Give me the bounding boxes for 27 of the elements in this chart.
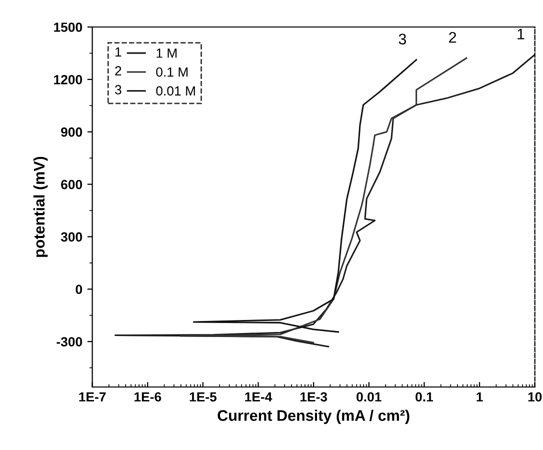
annotation: 3 (398, 34, 406, 45)
x-tick-label: 0.1 (416, 392, 434, 402)
x-tick-label: 1E-7 (79, 392, 106, 402)
x-axis-title: Current Density (mA / cm²) (218, 410, 410, 424)
legend-label: 0.1 M (156, 67, 188, 77)
y-tick-label: 600 (61, 180, 82, 190)
annotation: 2 (449, 32, 456, 43)
text: 3 (115, 85, 122, 94)
text: 2 (115, 66, 122, 76)
legend-label: 0.01 M (156, 86, 195, 96)
x-tick-label: 0.01 (356, 392, 382, 402)
annotation: 1 (518, 28, 524, 40)
y-tick-label: 900 (61, 127, 82, 137)
text: 1 (116, 47, 122, 56)
legend-label: 1 M (156, 48, 177, 58)
y-tick-label: -300 (56, 337, 82, 346)
y-tick-label: 300 (60, 232, 82, 242)
y-tick-label: 1200 (54, 74, 82, 84)
x-tick-label: 1E-6 (134, 392, 162, 402)
y-axis-title: potential (mV) (33, 156, 48, 257)
y-tick-label: 0 (76, 284, 82, 294)
x-tick-label: 1E-4 (245, 392, 272, 402)
y-tick-label: 1500 (54, 22, 82, 32)
x-tick-label: 1 (476, 392, 483, 402)
x-tick-label: 10 (528, 392, 542, 402)
x-tick-label: 1E-3 (300, 392, 328, 402)
x-tick-label: 1E-5 (190, 392, 217, 402)
